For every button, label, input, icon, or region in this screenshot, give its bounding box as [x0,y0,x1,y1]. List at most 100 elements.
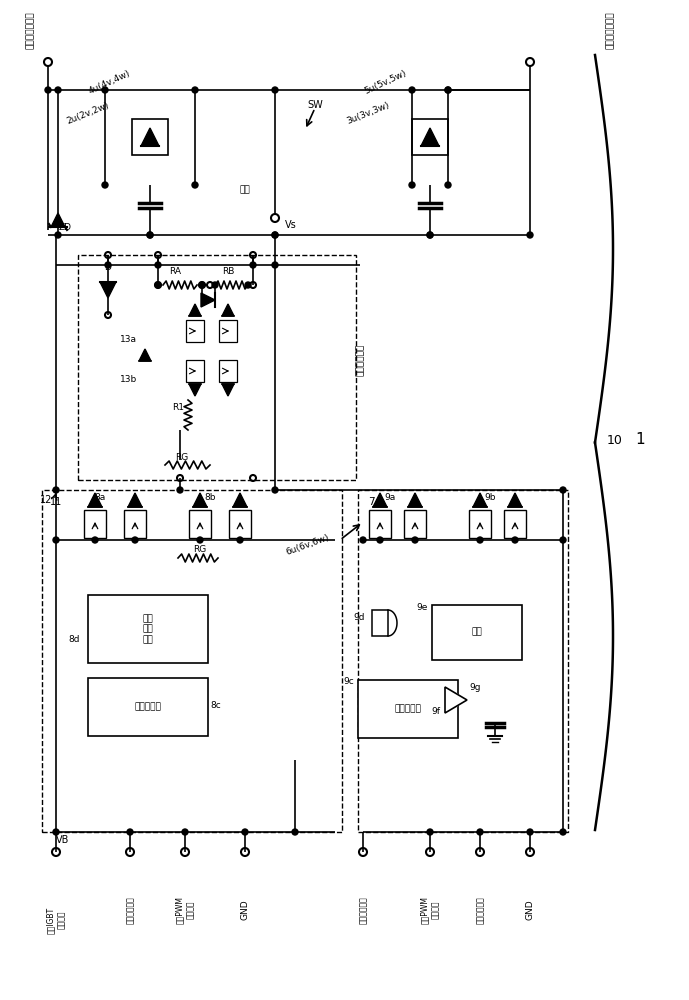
Text: 控制电源输入: 控制电源输入 [125,896,134,924]
Circle shape [512,537,518,543]
Circle shape [237,537,243,543]
Bar [219,320,237,342]
Text: RB: RB [222,267,234,276]
Polygon shape [193,493,207,507]
Polygon shape [421,128,439,146]
Text: 下臂发射极端子: 下臂发射极端子 [606,11,615,49]
Circle shape [409,182,415,188]
Circle shape [445,87,451,93]
Text: D: D [105,263,112,272]
Polygon shape [100,282,116,298]
Polygon shape [222,304,234,316]
Text: 输入滤波器: 输入滤波器 [395,704,422,714]
Circle shape [212,282,218,288]
Polygon shape [189,384,201,396]
Circle shape [132,537,138,543]
Text: 8a: 8a [94,492,105,502]
Bar [432,605,522,660]
Circle shape [477,537,483,543]
Polygon shape [201,293,215,307]
Bar [132,119,168,155]
Circle shape [412,537,418,543]
Circle shape [147,232,153,238]
Circle shape [45,87,51,93]
Circle shape [105,262,111,268]
Circle shape [155,282,161,288]
Polygon shape [445,687,467,713]
Bar [369,510,391,538]
Bar [42,490,342,832]
Text: 7: 7 [368,497,375,507]
Polygon shape [508,493,522,507]
Circle shape [245,282,251,288]
Text: 控制电源输入: 控制电源输入 [358,896,367,924]
Text: 上臂集电极端子: 上臂集电极端子 [25,11,34,49]
Text: 11: 11 [50,497,62,507]
Text: 13a: 13a [120,336,137,344]
Text: 4u(4v,4w): 4u(4v,4w) [88,68,132,96]
Text: 输入滤波器: 输入滤波器 [134,702,161,712]
Text: 锁存: 锁存 [472,628,482,637]
Polygon shape [473,493,487,507]
Circle shape [427,232,433,238]
Text: 9c: 9c [343,678,354,686]
Circle shape [182,829,188,835]
Polygon shape [51,213,65,227]
Circle shape [272,262,278,268]
Circle shape [177,487,183,493]
Text: R1: R1 [172,403,184,412]
Text: Vs: Vs [285,220,297,230]
Circle shape [250,262,256,268]
Text: RG: RG [176,452,189,462]
Circle shape [92,537,98,543]
Circle shape [272,232,278,238]
Bar [404,510,426,538]
Text: 5u(5v,5w): 5u(5v,5w) [362,68,407,96]
Text: ZD: ZD [59,224,72,232]
Text: 1: 1 [635,432,645,448]
Circle shape [197,537,203,543]
Circle shape [192,87,198,93]
Bar [358,680,458,738]
Circle shape [272,232,278,238]
Circle shape [199,282,205,288]
Bar [84,510,106,538]
Text: 9d: 9d [353,613,365,622]
Text: 电平
移动
电路: 电平 移动 电路 [143,614,154,644]
Text: 9f: 9f [431,708,440,716]
Polygon shape [141,128,159,146]
Bar [469,510,491,538]
Polygon shape [233,493,247,507]
Text: 9a: 9a [384,492,395,502]
Text: VB: VB [56,835,70,845]
Text: SW: SW [307,100,323,110]
Bar [186,360,204,382]
Bar [412,119,448,155]
Circle shape [272,487,278,493]
Text: 8d: 8d [68,636,80,645]
Polygon shape [222,384,234,396]
Polygon shape [139,349,151,361]
Circle shape [192,182,198,188]
Bar [229,510,251,538]
Circle shape [527,232,533,238]
Text: 短路检测输入: 短路检测输入 [475,896,484,924]
Circle shape [409,87,415,93]
Circle shape [427,232,433,238]
Circle shape [427,829,433,835]
Text: 上臂IGBT
电源输入: 上臂IGBT 电源输入 [46,906,65,934]
Bar [189,510,211,538]
Text: 8b: 8b [204,492,216,502]
Circle shape [102,87,108,93]
Text: 2u(2v,2w): 2u(2v,2w) [65,100,111,126]
Polygon shape [373,493,387,507]
Polygon shape [189,304,201,316]
Bar [88,595,208,663]
Text: 9g: 9g [469,684,481,692]
Circle shape [272,87,278,93]
Text: GND: GND [526,900,535,920]
Bar [78,255,356,480]
Circle shape [445,87,451,93]
Bar [124,510,146,538]
Bar [219,360,237,382]
